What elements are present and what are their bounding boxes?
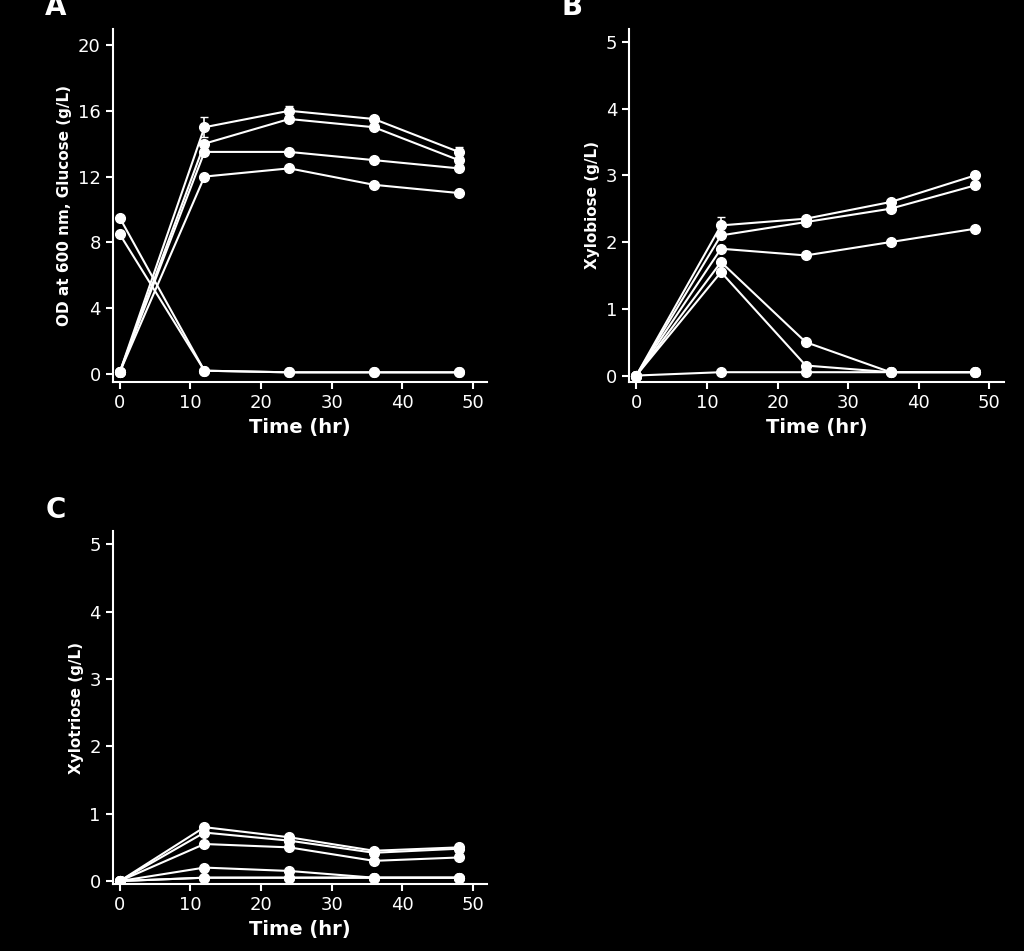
X-axis label: Time (hr): Time (hr) <box>249 417 350 437</box>
Text: A: A <box>45 0 67 22</box>
Y-axis label: Xylotriose (g/L): Xylotriose (g/L) <box>69 642 84 773</box>
Text: B: B <box>562 0 583 22</box>
X-axis label: Time (hr): Time (hr) <box>766 417 867 437</box>
Y-axis label: OD at 600 nm, Glucose (g/L): OD at 600 nm, Glucose (g/L) <box>57 85 73 326</box>
Y-axis label: Xylobiose (g/L): Xylobiose (g/L) <box>586 142 600 269</box>
Text: C: C <box>45 495 66 524</box>
X-axis label: Time (hr): Time (hr) <box>249 920 350 939</box>
